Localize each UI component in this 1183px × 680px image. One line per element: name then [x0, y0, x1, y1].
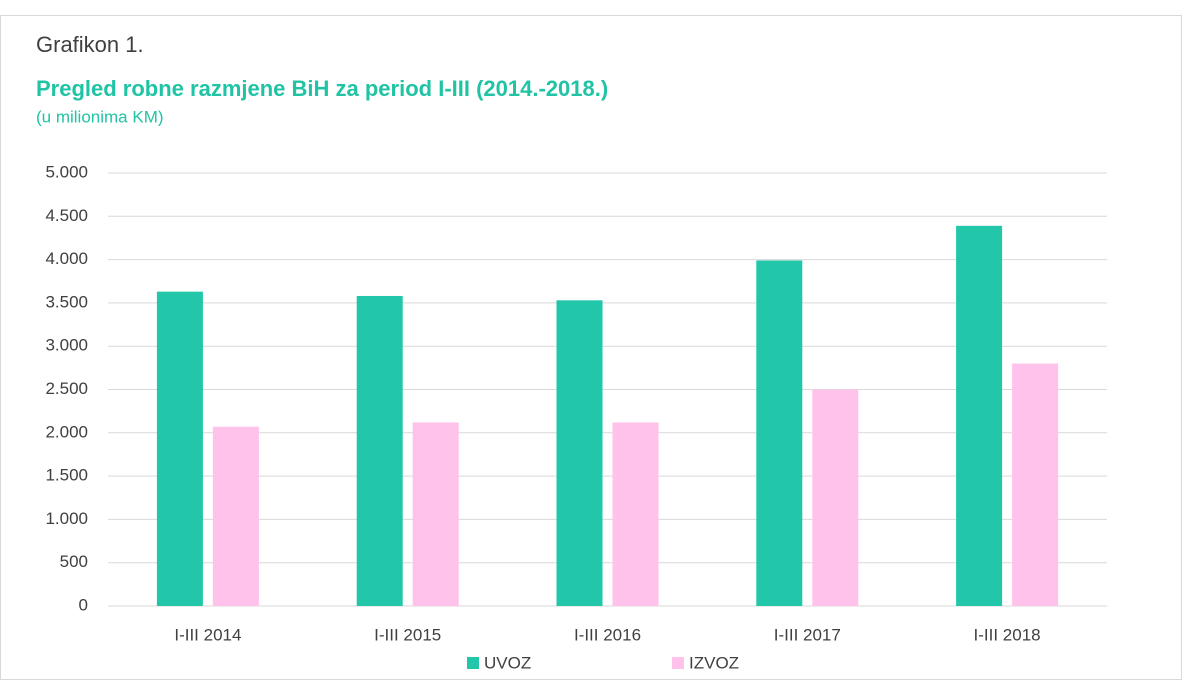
bar [212, 426, 259, 606]
x-tick-label: I-III 2017 [774, 625, 841, 644]
y-tick-label: 2.500 [45, 379, 88, 398]
y-tick-label: 1.000 [45, 509, 88, 528]
legend-swatch [467, 657, 479, 669]
bar [1012, 363, 1059, 606]
bar [556, 300, 603, 606]
legend-swatch [672, 657, 684, 669]
bar [612, 422, 659, 606]
chart-subtitle: (u milionima KM) [36, 107, 164, 126]
bar [412, 422, 459, 606]
bar [356, 295, 403, 606]
chart-label: Grafikon 1. [36, 32, 144, 57]
x-tick-label: I-III 2015 [374, 625, 441, 644]
legend-label: IZVOZ [689, 653, 739, 672]
y-tick-label: 1.500 [45, 466, 88, 485]
bar [956, 225, 1003, 607]
y-tick-label: 4.000 [45, 249, 88, 268]
x-tick-label: I-III 2016 [574, 625, 641, 644]
y-tick-label: 0 [79, 595, 88, 614]
chart-title: Pregled robne razmjene BiH za period I-I… [36, 76, 608, 101]
y-tick-label: 5.000 [45, 162, 88, 181]
y-tick-label: 4.500 [45, 206, 88, 225]
bar [812, 389, 859, 606]
y-tick-label: 2.000 [45, 422, 88, 441]
bar [756, 260, 803, 606]
x-tick-label: I-III 2014 [174, 625, 241, 644]
y-tick-label: 3.500 [45, 292, 88, 311]
legend-label: UVOZ [484, 653, 531, 672]
x-tick-label: I-III 2018 [974, 625, 1041, 644]
y-tick-label: 3.000 [45, 336, 88, 355]
y-tick-label: 500 [60, 552, 88, 571]
bar [156, 291, 203, 606]
